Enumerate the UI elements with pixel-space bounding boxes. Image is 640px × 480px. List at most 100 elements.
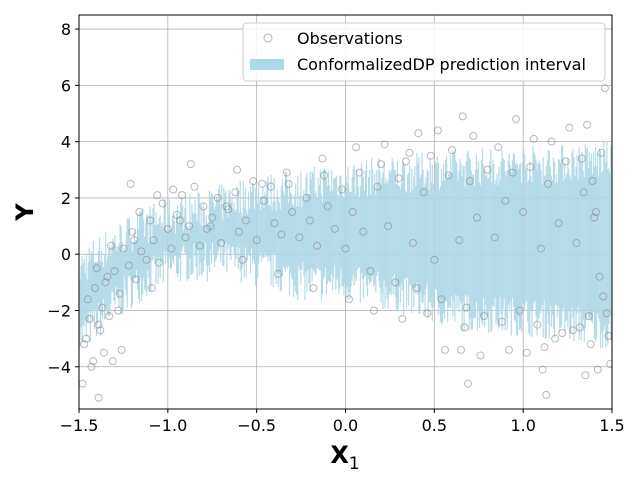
- observation-point: [590, 213, 599, 222]
- observation-point: [238, 255, 247, 264]
- observation-point: [117, 345, 126, 354]
- observation-point: [266, 182, 275, 191]
- observation-point: [584, 312, 593, 321]
- observation-point: [544, 179, 553, 188]
- observation-point: [217, 238, 226, 247]
- observation-point: [565, 123, 574, 132]
- observation-point: [277, 230, 286, 239]
- observation-point: [519, 208, 528, 216]
- observation-point: [231, 188, 240, 197]
- observation-point: [581, 371, 590, 380]
- observation-point: [490, 233, 499, 242]
- observation-point: [142, 255, 151, 264]
- observation-point: [167, 244, 176, 253]
- observation-point: [284, 179, 293, 188]
- observation-point: [149, 236, 158, 245]
- observation-point: [369, 306, 378, 315]
- observation-point: [472, 213, 481, 222]
- y-tick-label: 2: [61, 189, 71, 208]
- observation-point: [355, 168, 364, 177]
- observation-point: [366, 267, 375, 276]
- observation-point: [572, 238, 581, 247]
- observation-point: [561, 157, 570, 166]
- observation-point: [494, 143, 503, 152]
- observation-point: [83, 295, 92, 304]
- observation-point: [345, 295, 354, 304]
- observation-point: [147, 283, 156, 292]
- observation-point: [430, 255, 439, 264]
- observation-point: [456, 345, 465, 354]
- x-axis-title-subscript: 1: [349, 454, 360, 474]
- observation-point: [206, 222, 215, 231]
- observation-point: [586, 340, 595, 349]
- observation-point: [538, 365, 547, 374]
- observation-point: [323, 202, 332, 211]
- observation-point: [90, 283, 99, 292]
- observation-point: [522, 348, 531, 357]
- observation-point: [178, 191, 187, 200]
- x-tick-label: −1.0: [148, 416, 187, 435]
- observation-point: [512, 115, 521, 124]
- observation-point: [154, 258, 163, 267]
- observation-point: [579, 188, 588, 197]
- x-tick-label: 0.0: [333, 416, 358, 435]
- observation-point: [94, 320, 103, 329]
- observation-point: [337, 185, 346, 194]
- x-tick-label: −1.5: [60, 416, 99, 435]
- observation-point: [199, 202, 208, 211]
- observation-point: [103, 272, 112, 281]
- observation-point: [82, 334, 91, 343]
- y-tick-label: 4: [61, 133, 71, 152]
- observation-point: [469, 132, 478, 141]
- observation-point: [305, 216, 314, 225]
- observation-point: [483, 165, 492, 174]
- observation-point: [252, 236, 261, 245]
- observation-point: [480, 312, 489, 321]
- observation-point: [568, 326, 577, 335]
- observation-point: [249, 177, 258, 186]
- observation-point: [577, 154, 586, 163]
- observation-point: [87, 362, 96, 371]
- observation-point: [80, 340, 89, 349]
- observation-point: [426, 151, 435, 160]
- observation-point: [359, 227, 368, 236]
- observation-point: [600, 84, 609, 93]
- observation-point: [89, 357, 98, 366]
- observation-point: [96, 326, 105, 335]
- observation-point: [99, 348, 108, 357]
- observation-point: [554, 219, 563, 228]
- x-tick-label: 1.0: [510, 416, 535, 435]
- observation-point: [172, 210, 181, 219]
- observation-point: [163, 224, 172, 233]
- observation-point: [401, 157, 410, 166]
- observation-point: [341, 244, 350, 253]
- legend-interval-swatch: [250, 59, 284, 70]
- observation-point: [398, 314, 407, 323]
- observation-point: [462, 303, 471, 312]
- prediction-interval-series: [79, 139, 612, 359]
- observation-point: [295, 233, 304, 242]
- observation-point: [126, 179, 135, 188]
- observation-point: [186, 160, 195, 169]
- observation-point: [412, 283, 421, 292]
- observation-point: [542, 390, 551, 399]
- observation-point: [270, 219, 279, 228]
- observation-point: [391, 278, 400, 287]
- observation-point: [588, 177, 597, 186]
- observation-point: [595, 272, 604, 281]
- observation-point: [497, 317, 506, 326]
- observation-point: [455, 236, 464, 245]
- observation-point: [405, 148, 414, 157]
- x-tick-label: 1.5: [599, 416, 624, 435]
- observation-point: [440, 345, 449, 354]
- observation-point: [597, 148, 606, 157]
- y-tick-label: 0: [61, 245, 71, 264]
- observation-point: [124, 261, 133, 270]
- observation-point: [318, 154, 327, 163]
- observation-point: [602, 309, 611, 318]
- observation-point: [137, 247, 146, 256]
- observation-point: [85, 314, 94, 323]
- legend-interval-label: ConformalizedDP prediction interval: [297, 55, 586, 74]
- observation-point: [79, 379, 87, 388]
